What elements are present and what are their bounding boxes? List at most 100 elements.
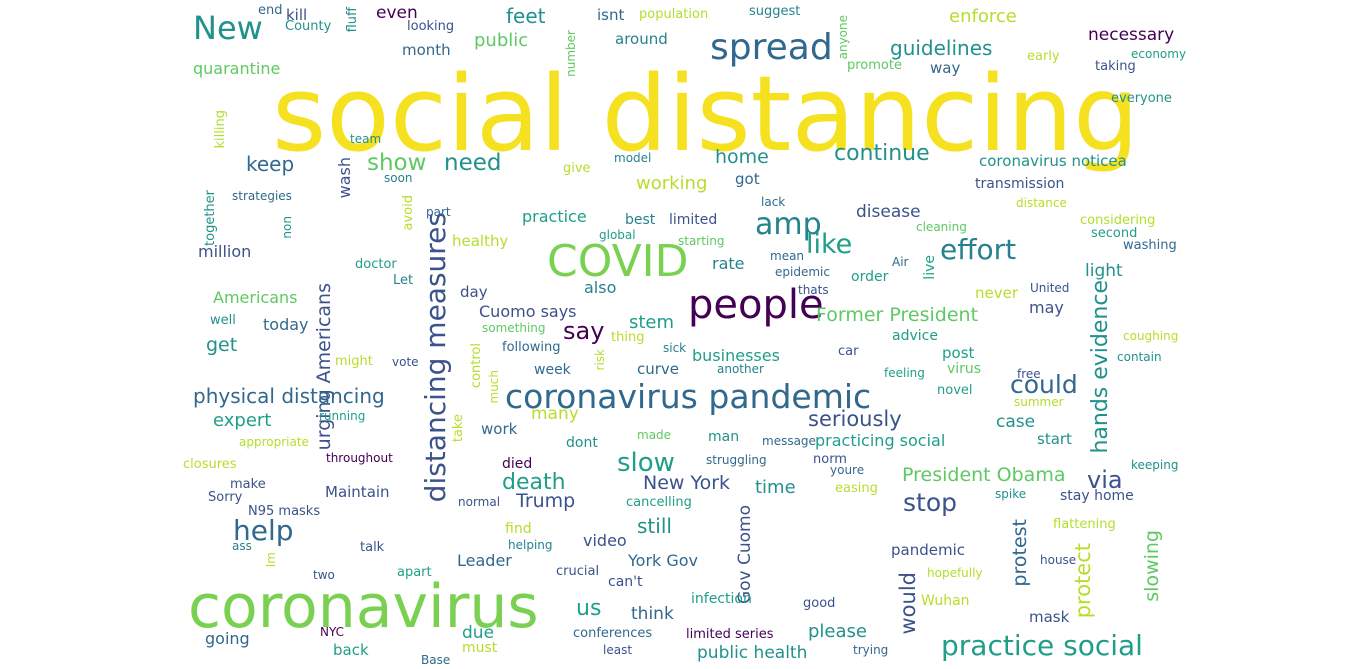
cloud-word: cancelling (626, 495, 692, 510)
cloud-word: cleaning (916, 220, 967, 234)
cloud-word: keep (246, 152, 295, 176)
cloud-word: hands evidence (1088, 280, 1113, 454)
cloud-word: say (563, 317, 605, 345)
cloud-word: distancing measures (419, 212, 452, 503)
cloud-word: month (402, 41, 451, 59)
cloud-word: struggling (706, 453, 767, 467)
cloud-word: continue (834, 141, 930, 166)
cloud-word: live (922, 255, 938, 280)
cloud-word: thats (798, 283, 829, 297)
cloud-word: avoid (401, 195, 416, 231)
cloud-word: risk (593, 349, 607, 371)
cloud-word: New York (643, 472, 731, 494)
cloud-word: coughing (1123, 329, 1179, 343)
cloud-word: going (205, 629, 250, 648)
cloud-word: order (851, 269, 889, 285)
cloud-word: us (576, 596, 602, 621)
cloud-word: flattening (1053, 517, 1116, 532)
cloud-word: people (688, 282, 824, 328)
cloud-word: never (975, 284, 1019, 302)
cloud-word: least (603, 643, 633, 657)
cloud-word: home (715, 146, 769, 168)
cloud-word: infection (691, 591, 752, 607)
cloud-word: slowing (1141, 530, 1163, 602)
cloud-word: considering (1080, 213, 1156, 228)
cloud-word: model (614, 151, 652, 165)
cloud-word: good (803, 596, 836, 611)
cloud-word: disease (856, 202, 921, 222)
cloud-word: please (808, 621, 867, 642)
cloud-word: Americans (213, 288, 298, 307)
cloud-word: day (460, 283, 488, 301)
cloud-word: public (474, 30, 529, 51)
cloud-word: practice (522, 207, 587, 226)
cloud-word: Leader (457, 551, 512, 570)
cloud-word: even (376, 3, 418, 23)
cloud-word: well (210, 313, 236, 328)
cloud-word: make (230, 477, 266, 492)
cloud-word: need (444, 150, 502, 176)
cloud-word: effort (940, 233, 1017, 266)
cloud-word: show (367, 150, 427, 176)
cloud-word: much (487, 370, 501, 404)
cloud-word: could (1010, 370, 1078, 399)
cloud-word: novel (937, 383, 973, 398)
cloud-word: youre (830, 463, 865, 477)
cloud-word: distance (1016, 196, 1067, 210)
cloud-word: keeping (1131, 458, 1179, 472)
cloud-word: washing (1123, 238, 1177, 253)
cloud-word: crucial (556, 564, 600, 579)
cloud-word: advice (892, 328, 938, 344)
cloud-word: looking (407, 19, 455, 34)
cloud-word: global (599, 228, 636, 242)
cloud-word: light (1085, 261, 1123, 281)
cloud-word: lack (761, 195, 786, 209)
cloud-word: everyone (1111, 91, 1172, 106)
cloud-word: protest (1009, 519, 1031, 587)
cloud-word: another (717, 362, 764, 376)
cloud-word: slow (617, 448, 675, 478)
cloud-word: N95 masks (248, 504, 321, 519)
cloud-word: talk (360, 540, 385, 555)
cloud-word: healthy (452, 232, 509, 250)
cloud-word: Maintain (325, 483, 390, 501)
cloud-word: taking (1095, 59, 1136, 74)
cloud-word: must (462, 640, 498, 656)
cloud-word: fluff (345, 7, 360, 33)
cloud-word: Gov Cuomo (735, 505, 755, 605)
cloud-word: death (502, 470, 566, 495)
cloud-word: doctor (355, 257, 397, 272)
cloud-word: died (502, 456, 533, 472)
cloud-word: Im (264, 552, 278, 568)
cloud-word: practice social (941, 629, 1143, 662)
cloud-word: coronavirus pandemic (505, 377, 872, 416)
cloud-word: curve (637, 360, 680, 378)
cloud-word: message (762, 434, 816, 448)
cloud-word: guidelines (890, 36, 993, 60)
cloud-word: New (193, 9, 263, 47)
cloud-word: Cuomo says (479, 302, 577, 321)
cloud-word: still (637, 514, 672, 538)
cloud-word: early (1027, 49, 1060, 64)
cloud-word: limited series (686, 627, 774, 642)
cloud-word: economy (1131, 47, 1187, 61)
cloud-word: thing (611, 330, 645, 345)
cloud-word: easing (835, 481, 878, 496)
cloud-word: Let (393, 273, 414, 288)
cloud-word: appropriate (239, 435, 309, 449)
cloud-word: two (313, 568, 335, 582)
cloud-word: Base (421, 653, 451, 667)
cloud-word: part (426, 205, 451, 219)
cloud-word: County (285, 19, 332, 34)
cloud-word: case (996, 412, 1036, 432)
cloud-word: running (319, 409, 366, 423)
cloud-word: summer (1014, 395, 1064, 409)
cloud-word: feeling (884, 366, 925, 380)
cloud-word: Trump (516, 490, 576, 512)
cloud-word: limited (669, 212, 718, 228)
cloud-word: transmission (975, 176, 1065, 192)
cloud-word: apart (397, 565, 432, 580)
cloud-word: week (534, 362, 571, 378)
cloud-word: hopefully (927, 566, 983, 580)
